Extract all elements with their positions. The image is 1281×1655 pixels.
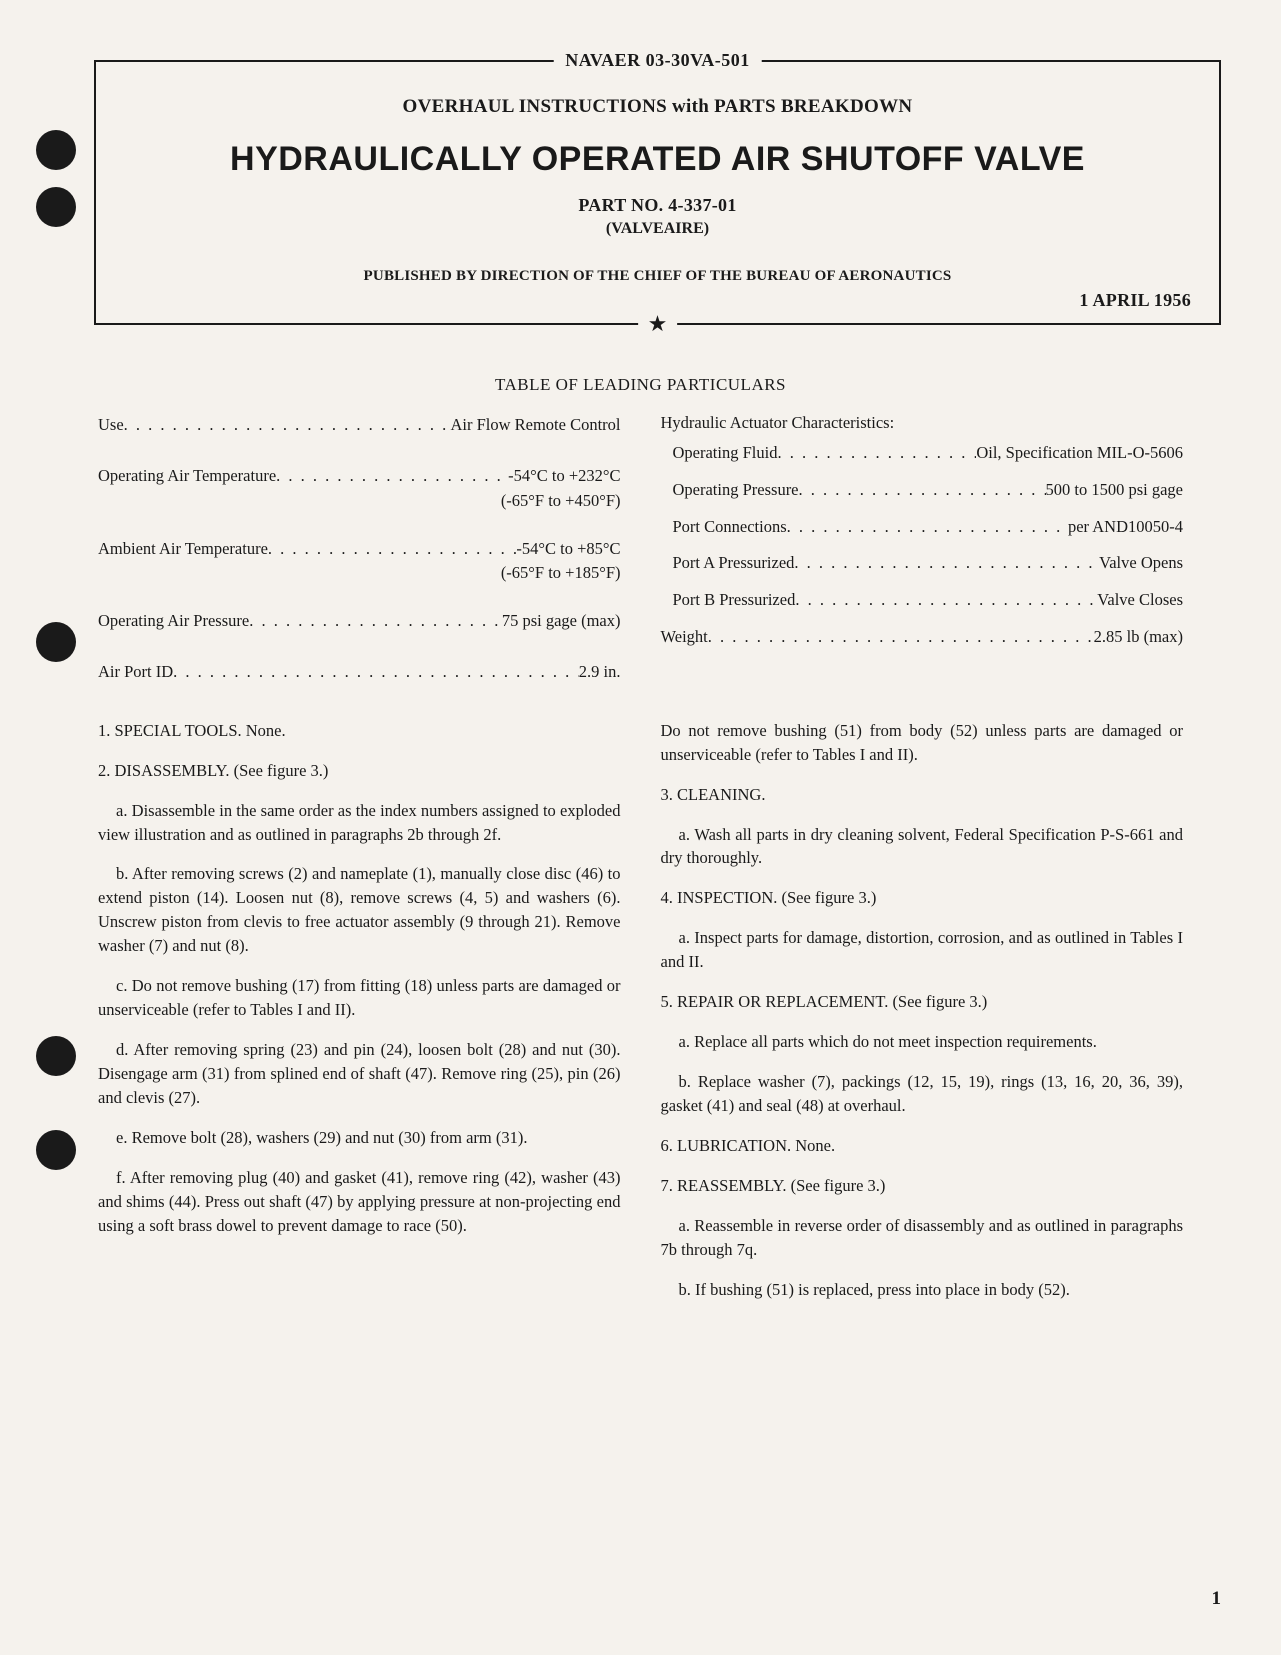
- leader-dots: [787, 515, 1068, 540]
- body-paragraph: a. Inspect parts for damage, distortion,…: [661, 926, 1184, 974]
- star-divider: ★: [638, 311, 678, 337]
- particulars-table: Use Air Flow Remote Control Operating Air …: [80, 413, 1201, 689]
- punch-hole: [36, 1036, 76, 1076]
- particular-subvalue: (-65°F to +185°F): [98, 563, 621, 583]
- body-paragraph: 1. SPECIAL TOOLS. None.: [98, 719, 621, 743]
- particular-row: Port B Pressurized Valve Closes: [661, 588, 1184, 613]
- body-paragraph: e. Remove bolt (28), washers (29) and nu…: [98, 1126, 621, 1150]
- particular-row: Operating Fluid Oil, Specification MIL-O-…: [661, 441, 1184, 466]
- particular-subvalue: (-65°F to +450°F): [98, 491, 621, 511]
- particulars-left-column: Use Air Flow Remote Control Operating Air …: [98, 413, 621, 689]
- particular-label: Port B Pressurized: [673, 588, 796, 613]
- body-paragraph: b. After removing screws (2) and namepla…: [98, 862, 621, 958]
- publisher: PUBLISHED BY DIRECTION OF THE CHIEF OF T…: [124, 268, 1191, 285]
- particular-value: Oil, Specification MIL-O-5606: [976, 441, 1183, 466]
- particular-row: Operating Air Temperature -54°C to +232°C: [98, 464, 621, 489]
- punch-hole: [36, 622, 76, 662]
- particular-row: Operating Pressure 500 to 1500 psi gage: [661, 478, 1184, 503]
- page-number: 1: [1212, 1588, 1222, 1610]
- particular-value: Valve Opens: [1099, 551, 1183, 576]
- particular-row: Use Air Flow Remote Control: [98, 413, 621, 438]
- leader-dots: [124, 413, 451, 438]
- leader-dots: [173, 660, 579, 685]
- body-paragraph: c. Do not remove bushing (17) from fitti…: [98, 974, 621, 1022]
- particular-value: 75 psi gage (max): [502, 609, 621, 634]
- particular-value: -54°C to +232°C: [508, 464, 620, 489]
- document-title: HYDRAULICALLY OPERATED AIR SHUTOFF VALVE: [124, 140, 1191, 179]
- particular-value: -54°C to +85°C: [516, 537, 620, 562]
- leader-dots: [795, 588, 1097, 613]
- particular-row: Port A Pressurized Valve Opens: [661, 551, 1184, 576]
- particular-row: Ambient Air Temperature -54°C to +85°C: [98, 537, 621, 562]
- particular-value: 2.85 lb (max): [1094, 625, 1183, 650]
- body-paragraph: 3. CLEANING.: [661, 783, 1184, 807]
- leader-dots: [794, 551, 1099, 576]
- leader-dots: [708, 625, 1094, 650]
- particular-label: Operating Fluid: [673, 441, 778, 466]
- particular-row: Weight 2.85 lb (max): [661, 625, 1184, 650]
- particular-label: Port Connections: [673, 515, 787, 540]
- leader-dots: [268, 537, 516, 562]
- particular-value: 500 to 1500 psi gage: [1046, 478, 1184, 503]
- leader-dots: [249, 609, 502, 634]
- body-paragraph: f. After removing plug (40) and gasket (…: [98, 1166, 621, 1238]
- body-paragraph: b. Replace washer (7), packings (12, 15,…: [661, 1070, 1184, 1118]
- body-paragraph: Do not remove bushing (51) from body (52…: [661, 719, 1184, 767]
- particular-value: Air Flow Remote Control: [450, 413, 620, 438]
- particular-value: 2.9 in.: [579, 660, 621, 685]
- leader-dots: [799, 478, 1046, 503]
- body-content: 1. SPECIAL TOOLS. None. 2. DISASSEMBLY. (…: [80, 719, 1201, 1318]
- particular-label: Use: [98, 413, 124, 438]
- body-paragraph: 5. REPAIR OR REPLACEMENT. (See figure 3.…: [661, 990, 1184, 1014]
- publication-date: 1 APRIL 1956: [124, 290, 1191, 311]
- document-subtitle: OVERHAUL INSTRUCTIONS with PARTS BREAKDO…: [124, 96, 1191, 118]
- body-paragraph: a. Reassemble in reverse order of disass…: [661, 1214, 1184, 1262]
- body-paragraph: a. Disassemble in the same order as the …: [98, 799, 621, 847]
- body-paragraph: 6. LUBRICATION. None.: [661, 1134, 1184, 1158]
- punch-hole: [36, 1130, 76, 1170]
- particular-row: Operating Air Pressure 75 psi gage (max): [98, 609, 621, 634]
- punch-hole: [36, 130, 76, 170]
- table-title: TABLE OF LEADING PARTICULARS: [80, 375, 1201, 395]
- body-paragraph: a. Wash all parts in dry cleaning solven…: [661, 823, 1184, 871]
- header-box: NAVAER 03-30VA-501 ★ OVERHAUL INSTRUCTIO…: [94, 60, 1221, 325]
- particular-label: Port A Pressurized: [673, 551, 795, 576]
- particular-label: Operating Pressure: [673, 478, 799, 503]
- body-paragraph: a. Replace all parts which do not meet i…: [661, 1030, 1184, 1054]
- particular-section-header: Hydraulic Actuator Characteristics:: [661, 413, 1184, 433]
- particular-label: Operating Air Temperature: [98, 464, 276, 489]
- body-paragraph: b. If bushing (51) is replaced, press in…: [661, 1278, 1184, 1302]
- punch-hole: [36, 187, 76, 227]
- leader-dots: [777, 441, 976, 466]
- particular-label: Weight: [661, 625, 708, 650]
- manufacturer: (VALVEAIRE): [124, 220, 1191, 238]
- body-paragraph: 2. DISASSEMBLY. (See figure 3.): [98, 759, 621, 783]
- body-right-column: Do not remove bushing (51) from body (52…: [661, 719, 1184, 1318]
- body-paragraph: 4. INSPECTION. (See figure 3.): [661, 886, 1184, 910]
- document-reference: NAVAER 03-30VA-501: [553, 50, 762, 71]
- part-number: PART NO. 4-337-01: [124, 195, 1191, 216]
- body-left-column: 1. SPECIAL TOOLS. None. 2. DISASSEMBLY. (…: [98, 719, 621, 1318]
- particular-label: Operating Air Pressure: [98, 609, 249, 634]
- particular-row: Air Port ID 2.9 in.: [98, 660, 621, 685]
- particulars-right-column: Hydraulic Actuator Characteristics: Opera…: [661, 413, 1184, 689]
- particular-value: per AND10050-4: [1068, 515, 1183, 540]
- body-paragraph: 7. REASSEMBLY. (See figure 3.): [661, 1174, 1184, 1198]
- leader-dots: [276, 464, 508, 489]
- particular-label: Ambient Air Temperature: [98, 537, 268, 562]
- particular-label: Air Port ID: [98, 660, 173, 685]
- body-paragraph: d. After removing spring (23) and pin (2…: [98, 1038, 621, 1110]
- particular-row: Port Connections per AND10050-4: [661, 515, 1184, 540]
- particular-value: Valve Closes: [1097, 588, 1183, 613]
